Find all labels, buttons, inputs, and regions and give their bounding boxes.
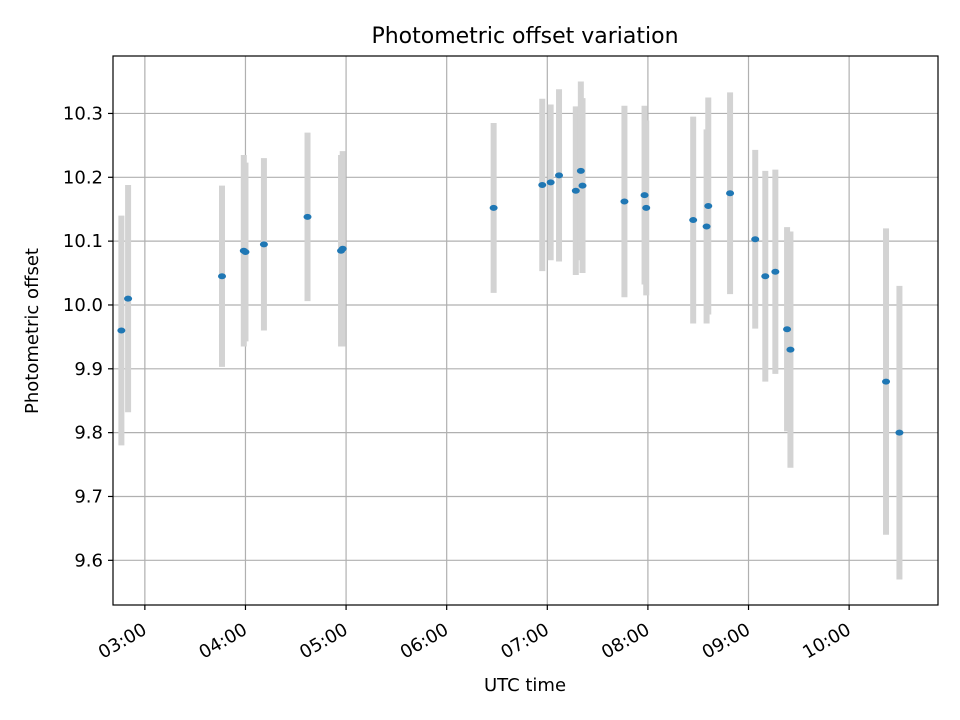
data-point (489, 204, 498, 211)
data-point (546, 179, 555, 186)
data-point (578, 182, 587, 189)
plot-frame (112, 55, 939, 606)
data-point (761, 273, 770, 280)
chart-title: Photometric offset variation (371, 24, 678, 49)
data-point (555, 172, 564, 179)
data-point (117, 327, 126, 334)
data-point (786, 346, 795, 353)
y-tick-label: 10.2 (63, 167, 103, 188)
y-tick-label: 9.8 (74, 423, 103, 444)
y-axis-label: Photometric offset (22, 248, 43, 414)
data-point (259, 241, 268, 248)
data-point (620, 198, 629, 205)
data-point (124, 295, 133, 302)
data-point (689, 217, 698, 224)
data-point (726, 190, 735, 197)
data-point (895, 429, 904, 436)
y-tick-label: 9.9 (74, 359, 103, 380)
data-point (303, 213, 312, 220)
data-point (576, 167, 585, 174)
data-point (538, 181, 547, 188)
x-axis-label: UTC time (484, 675, 566, 696)
data-point (338, 245, 347, 252)
data-points (117, 167, 904, 436)
y-tick-label: 9.6 (74, 550, 103, 571)
data-point (571, 187, 580, 194)
data-point (783, 326, 792, 333)
y-tick-label: 9.7 (74, 486, 103, 507)
y-tick-label: 10.0 (63, 295, 103, 316)
data-point (217, 273, 226, 280)
data-point (640, 192, 649, 199)
data-point (702, 223, 711, 230)
data-point (704, 203, 713, 210)
data-point (771, 268, 780, 275)
data-point (882, 378, 891, 385)
y-tick-label: 10.3 (63, 103, 103, 124)
y-tick-label: 10.1 (63, 231, 103, 252)
data-point (642, 204, 651, 211)
data-point (751, 236, 760, 243)
data-point (241, 248, 250, 255)
